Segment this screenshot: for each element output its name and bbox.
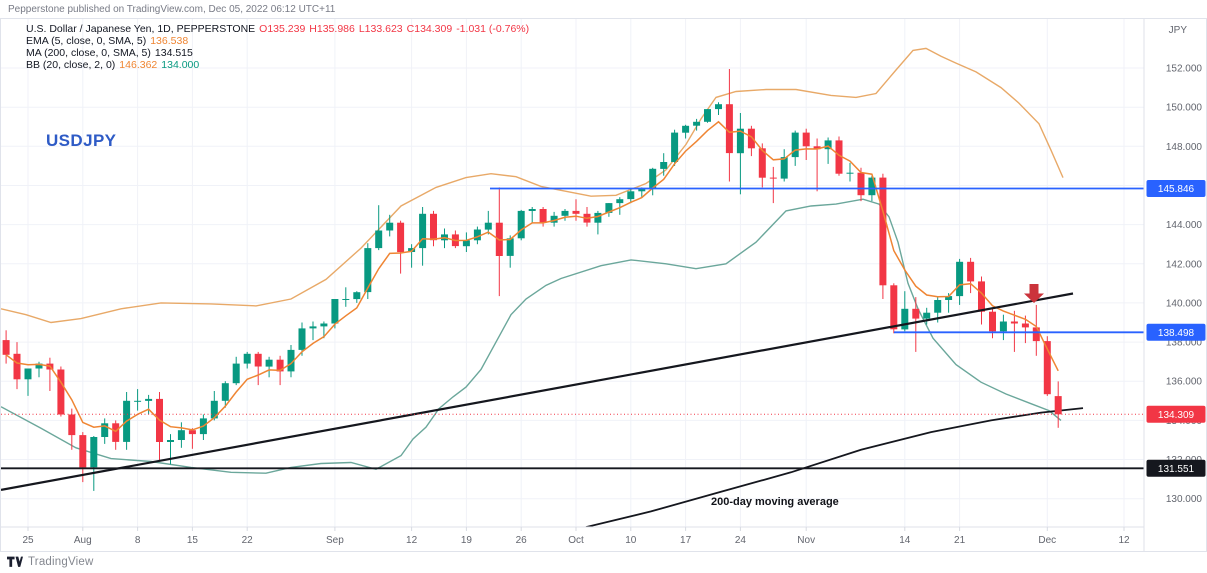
svg-text:152.000: 152.000 — [1166, 64, 1203, 75]
svg-text:17: 17 — [680, 535, 692, 546]
ema-label: EMA (5, close, 0, SMA, 5) — [26, 34, 147, 47]
svg-text:24: 24 — [735, 535, 747, 546]
svg-text:22: 22 — [242, 535, 254, 546]
ohlc-close: C134.309 — [406, 23, 453, 35]
ema-value: 136.538 — [150, 34, 189, 47]
bb-lower-line — [1, 198, 1062, 474]
ma200-annotation: 200-day moving average — [711, 496, 839, 508]
time-axis[interactable]: 25 Aug 8 15 22 Sep 12 19 26 Oct 10 17 24 Nov 14 21 Dec 12 — [22, 527, 1130, 546]
price-axis-currency: JPY — [1169, 25, 1188, 36]
ohlc-low: L133.623 — [358, 23, 403, 35]
ohlc-high: H135.986 — [309, 23, 355, 35]
legend-bb-row[interactable]: BB (20, close, 2, 0) 146.362 134.000 — [26, 58, 533, 72]
svg-text:14: 14 — [899, 535, 911, 546]
bb-lower-value: 134.000 — [161, 58, 200, 71]
svg-text:142.000: 142.000 — [1166, 259, 1203, 270]
legend-ma-row[interactable]: MA (200, close, 0, SMA, 5) 134.515 — [26, 46, 533, 60]
brand-text: TradingView — [28, 556, 94, 568]
svg-text:12: 12 — [406, 535, 418, 546]
svg-text:Sep: Sep — [326, 535, 344, 546]
ohlc-change: -1.031 (-0.76%) — [456, 23, 530, 35]
ema5-line — [5, 120, 1059, 433]
svg-text:148.000: 148.000 — [1166, 142, 1203, 153]
svg-text:150.000: 150.000 — [1166, 103, 1203, 114]
svg-text:25: 25 — [22, 535, 34, 546]
footer-attribution[interactable]: TradingView — [7, 555, 93, 569]
svg-text:Oct: Oct — [568, 535, 584, 546]
price-axis[interactable]: JPY152.000150.000148.000146.000144.00014… — [1166, 25, 1203, 505]
trendline — [1, 292, 1074, 491]
legend-symbol-row[interactable]: U.S. Dollar / Japanese Yen, 1D, PEPPERST… — [26, 23, 533, 36]
symbol-watermark: USDJPY — [46, 131, 117, 150]
svg-text:26: 26 — [516, 535, 528, 546]
svg-text:19: 19 — [461, 535, 473, 546]
svg-text:144.000: 144.000 — [1166, 220, 1203, 231]
symbol-title: U.S. Dollar / Japanese Yen, 1D, PEPPERST… — [26, 23, 256, 35]
ohlc-open: O135.239 — [259, 23, 306, 35]
svg-text:Dec: Dec — [1038, 535, 1056, 546]
svg-text:138.498: 138.498 — [1158, 328, 1195, 339]
svg-text:140.000: 140.000 — [1166, 298, 1203, 309]
ma-label: MA (200, close, 0, SMA, 5) — [26, 46, 151, 59]
price-label-chips: 145.846 138.498 134.309 131.551 — [1146, 180, 1206, 477]
indicator-legend: U.S. Dollar / Japanese Yen, 1D, PEPPERST… — [26, 23, 533, 72]
svg-text:138.000: 138.000 — [1166, 338, 1203, 349]
legend-ema-row[interactable]: EMA (5, close, 0, SMA, 5) 136.538 — [26, 34, 533, 48]
ma-value: 134.515 — [154, 46, 193, 59]
svg-text:134.309: 134.309 — [1158, 410, 1195, 421]
svg-text:145.846: 145.846 — [1158, 184, 1195, 195]
svg-text:131.551: 131.551 — [1158, 464, 1195, 475]
svg-text:8: 8 — [135, 535, 141, 546]
svg-text:Aug: Aug — [74, 535, 92, 546]
svg-text:15: 15 — [187, 535, 199, 546]
svg-text:12: 12 — [1118, 535, 1130, 546]
bb-upper-value: 146.362 — [119, 58, 158, 71]
svg-text:136.000: 136.000 — [1166, 377, 1203, 388]
ma200-line — [585, 407, 1084, 527]
svg-text:Nov: Nov — [797, 535, 815, 546]
bb-label: BB (20, close, 2, 0) — [26, 58, 116, 71]
candles — [2, 69, 1062, 491]
arrow-down-marker — [1024, 284, 1044, 303]
tradingview-logo-icon — [7, 556, 23, 567]
svg-text:10: 10 — [625, 535, 637, 546]
chart-frame: JPY152.000150.000148.000146.000144.00014… — [0, 18, 1207, 552]
chart-canvas[interactable]: JPY152.000150.000148.000146.000144.00014… — [1, 19, 1206, 551]
svg-text:21: 21 — [954, 535, 966, 546]
svg-text:130.000: 130.000 — [1166, 494, 1203, 505]
published-header: Pepperstone published on TradingView.com… — [8, 4, 336, 15]
